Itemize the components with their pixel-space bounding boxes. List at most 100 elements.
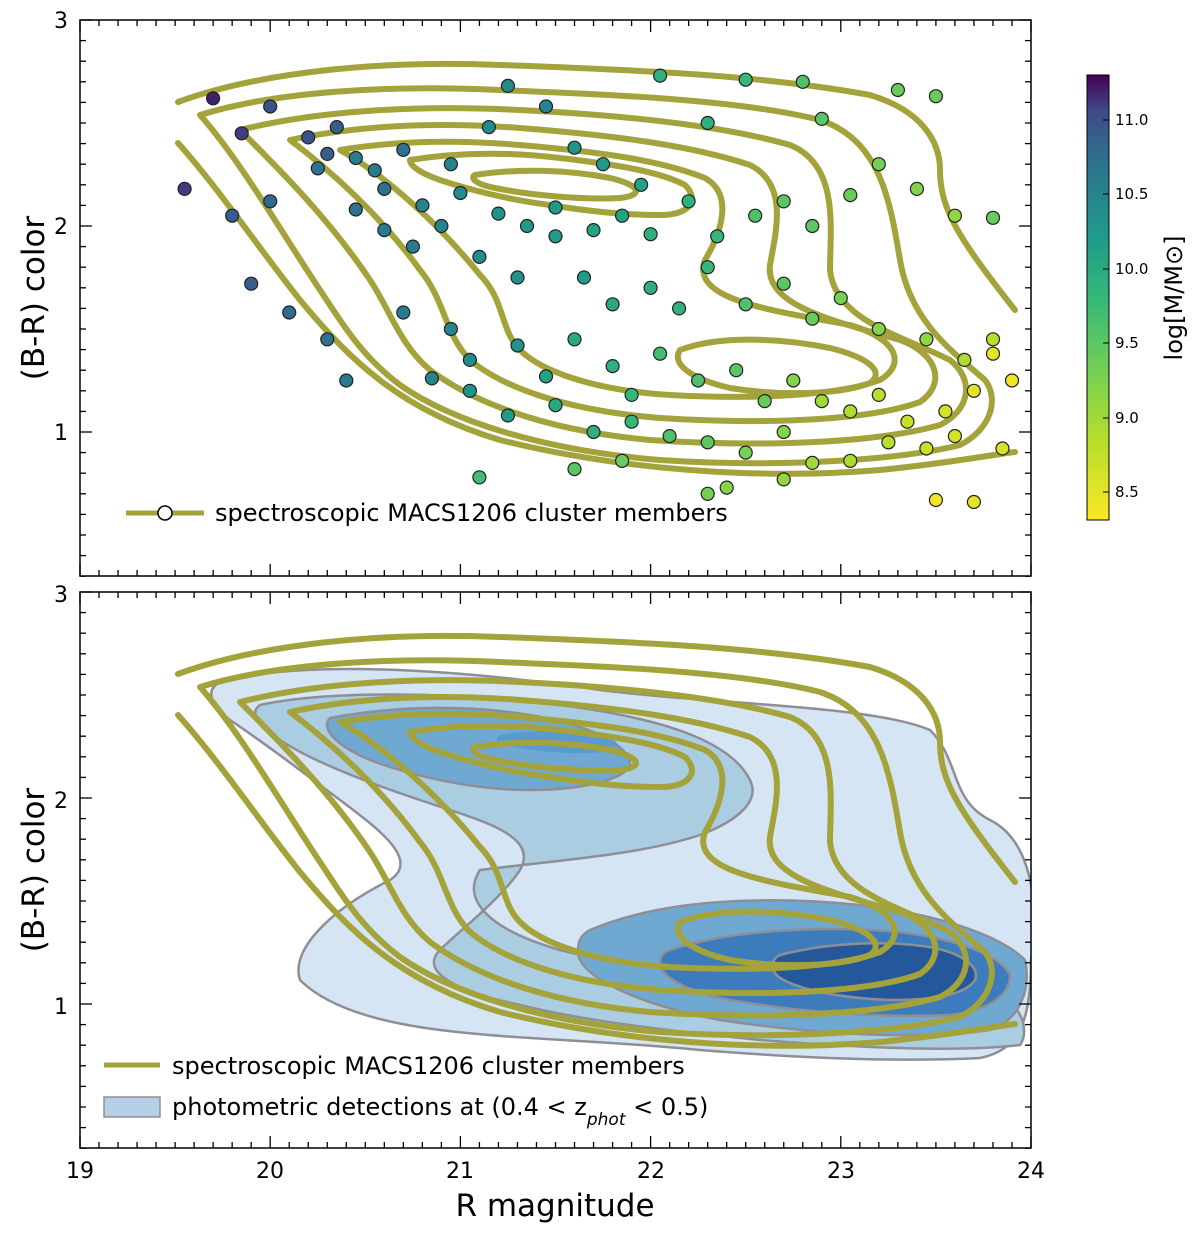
scatter-point-43 (909, 181, 925, 196)
scatter-point-106 (567, 462, 582, 477)
scatter-point-91 (462, 383, 477, 398)
top-contours (175, 60, 1018, 477)
scatter-point-62 (919, 332, 934, 347)
scatter-point-51 (548, 229, 563, 244)
colorbar-ticks (1103, 119, 1109, 493)
scatter-point-20 (738, 72, 753, 87)
colorbar-tick-9.0: 9.0 (1115, 409, 1139, 427)
scatter-point-77 (652, 346, 668, 361)
scatter-point-26 (348, 150, 363, 166)
colorbar-tick-8.5: 8.5 (1115, 483, 1139, 501)
scatter-point-102 (881, 435, 896, 450)
bottom-contours (175, 632, 1018, 1049)
bottom-contour-level-3 (237, 677, 969, 1019)
bottom-legend: spectroscopic MACS1206 cluster members p… (103, 1052, 709, 1130)
scatter-point-97 (700, 435, 715, 450)
scatter-point-40 (805, 218, 820, 234)
scatter-point-7 (263, 194, 278, 209)
scatter-point-82 (814, 394, 829, 409)
bottom-legend-patch (103, 1096, 161, 1118)
bottom-contour-level-6 (407, 722, 695, 790)
scatter-point-15 (567, 140, 582, 155)
bottom-legend-photo-tail: < 0.5) (626, 1093, 709, 1121)
scatter-point-3 (301, 130, 316, 145)
x-tick-19: 19 (66, 1159, 94, 1184)
top-contour-level-7 (675, 336, 879, 397)
top-contour-level-5 (337, 138, 898, 400)
scatter-point-45 (348, 202, 363, 217)
scatter-points (177, 68, 1020, 510)
scatter-point-22 (814, 111, 829, 127)
scatter-point-33 (586, 223, 601, 238)
scatter-point-67 (320, 332, 335, 347)
x-tick-24: 24 (1017, 1159, 1045, 1184)
scatter-point-105 (472, 470, 487, 485)
scatter-point-24 (928, 89, 944, 104)
colorbar-tick-10.5: 10.5 (1115, 185, 1148, 203)
scatter-point-52 (576, 270, 592, 285)
scatter-point-11 (443, 157, 458, 172)
top-contour-level-8 (470, 167, 639, 202)
bottom-contour-level-8 (470, 739, 639, 774)
bottom-panel: 1 2 3 19 20 21 22 23 24 R magnitude (B-R… (16, 583, 1045, 1224)
scatter-point-2 (263, 99, 278, 114)
scatter-point-48 (434, 218, 449, 234)
top-contour-level-6 (407, 150, 695, 218)
bottom-y-tick-3: 3 (54, 583, 68, 608)
scatter-point-58 (776, 276, 791, 291)
x-tick-23: 23 (827, 1159, 855, 1184)
scatter-point-61 (871, 321, 886, 337)
bottom-legend-photo-main: photometric detections at (0.4 < z (172, 1093, 587, 1121)
colorbar-tick-10.0: 10.0 (1115, 260, 1148, 278)
scatter-point-30 (491, 206, 506, 221)
scatter-point-29 (453, 185, 468, 201)
scatter-point-80 (757, 394, 772, 409)
scatter-point-37 (710, 229, 725, 244)
scatter-point-85 (900, 414, 915, 429)
scatter-point-65 (244, 276, 259, 291)
scatter-point-10 (396, 142, 411, 157)
scatter-point-4 (329, 119, 344, 135)
scatter-point-36 (681, 194, 696, 209)
scatter-point-9 (367, 163, 382, 178)
scatter-point-107 (614, 453, 630, 468)
scatter-point-74 (567, 332, 582, 347)
bottom-contour-level-1b (175, 712, 1018, 1049)
scatter-point-14 (538, 99, 554, 114)
top-contour-level-1 (175, 60, 1018, 313)
top-panel: 1 2 3 (B-R) color spectroscopic MACS1206… (16, 9, 1032, 577)
bottom-y-tick-2: 2 (54, 789, 68, 814)
scatter-point-50 (510, 270, 525, 285)
top-contour-level-2 (197, 85, 995, 467)
scatter-point-101 (843, 453, 858, 468)
scatter-point-0 (206, 91, 221, 106)
scatter-point-8 (310, 161, 325, 176)
top-y-axis-title: (B-R) color (16, 216, 52, 381)
bottom-y-tick-1: 1 (54, 995, 68, 1020)
bottom-contour-level-5 (337, 710, 898, 972)
scatter-point-35 (643, 227, 658, 242)
scatter-point-100 (805, 455, 820, 470)
x-tick-22: 22 (637, 1159, 665, 1184)
bottom-contour-level-7 (675, 908, 879, 969)
scatter-point-59 (805, 311, 820, 326)
colorbar-tick-9.5: 9.5 (1115, 334, 1139, 352)
scatter-point-5 (177, 181, 192, 196)
scatter-point-18 (652, 68, 668, 83)
scatter-point-95 (624, 414, 639, 429)
scatter-point-76 (624, 387, 639, 402)
scatter-point-108 (700, 486, 715, 501)
bottom-legend-label-spectro: spectroscopic MACS1206 cluster members (172, 1052, 685, 1080)
scatter-point-21 (795, 74, 810, 89)
scatter-point-68 (339, 373, 354, 388)
scatter-point-55 (671, 301, 687, 316)
scatter-point-81 (786, 373, 801, 388)
top-y-tick-3: 3 (54, 9, 68, 34)
top-y-tick-1: 1 (54, 421, 68, 446)
scatter-point-23 (890, 82, 906, 98)
top-ticks (79, 19, 1032, 577)
top-y-tick-2: 2 (54, 215, 68, 240)
scatter-point-94 (586, 424, 601, 440)
scatter-point-6 (225, 208, 240, 223)
bottom-contour-level-4 (287, 694, 939, 997)
